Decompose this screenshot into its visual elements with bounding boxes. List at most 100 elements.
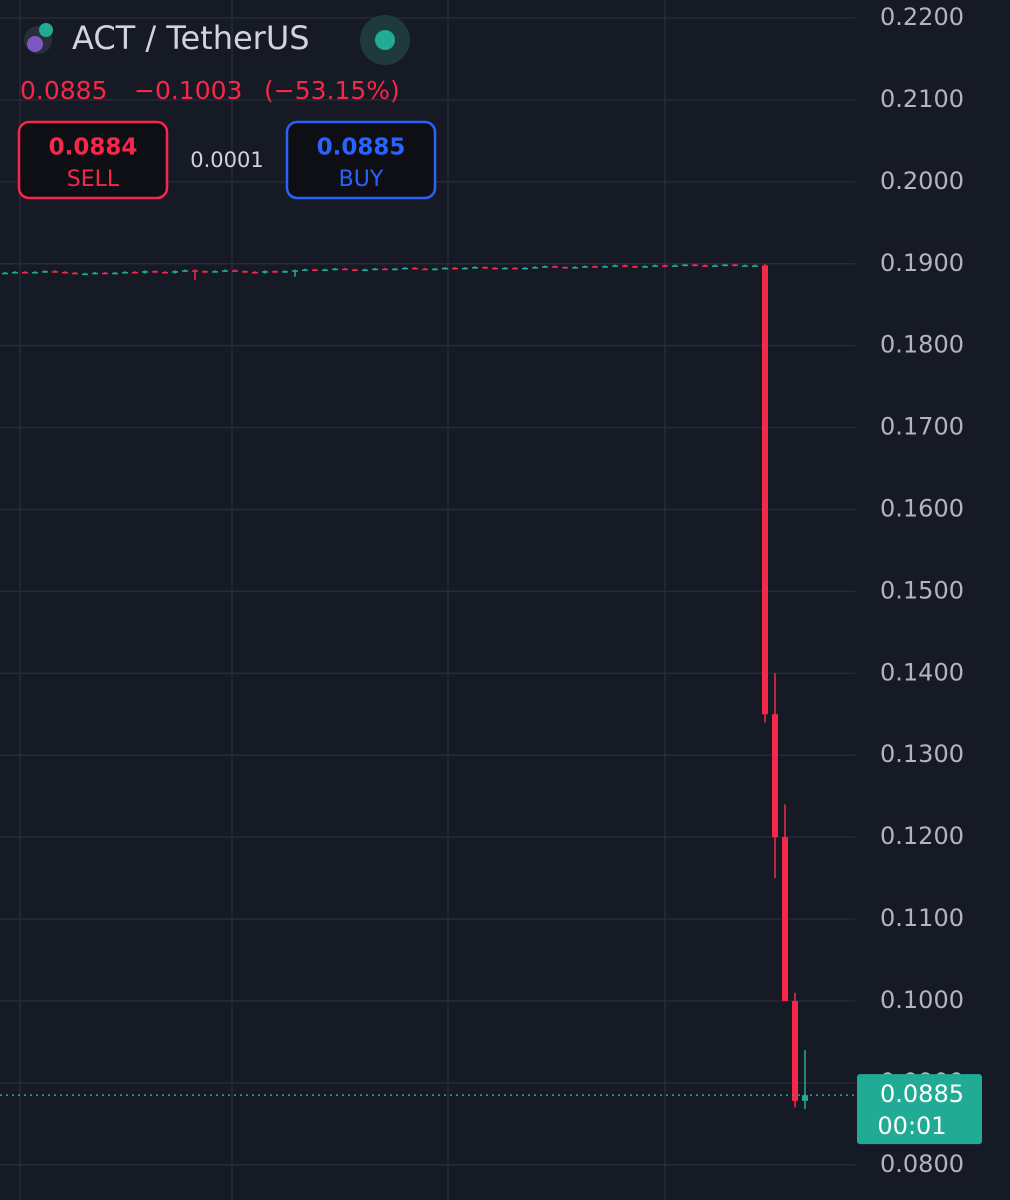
candle-body	[232, 270, 238, 272]
sell-button[interactable]	[17, 120, 169, 200]
candle-body	[2, 272, 8, 275]
last-price: 0.0885	[20, 76, 107, 105]
candle-body	[162, 271, 168, 274]
change: −0.1003	[134, 76, 242, 105]
candle-body	[402, 267, 408, 270]
candle-body	[682, 264, 688, 267]
candle-body	[82, 273, 88, 276]
y-tick-label: 0.1200	[880, 822, 964, 850]
candle-body	[612, 265, 618, 267]
status-dot	[375, 30, 395, 50]
candle-body	[32, 271, 38, 274]
candle-body	[542, 266, 548, 268]
grid	[0, 17, 855, 1166]
candle-body	[42, 271, 48, 273]
candle-body	[592, 266, 598, 268]
candle-body	[372, 268, 378, 271]
candle-body	[392, 268, 398, 271]
candle-body	[422, 268, 428, 271]
candle-body	[792, 1000, 798, 1101]
y-tick-label: 0.1000	[880, 986, 964, 1014]
candle-body	[572, 267, 578, 269]
candle-body	[452, 267, 458, 270]
countdown: 00:01	[877, 1112, 946, 1140]
candle-body	[652, 265, 658, 267]
candle-body	[142, 271, 148, 273]
candle-body	[382, 268, 388, 271]
y-tick-label: 0.2100	[880, 85, 964, 113]
candle-body	[802, 1095, 808, 1101]
candle-body	[502, 267, 508, 270]
candle-body	[262, 271, 268, 273]
y-tick-label: 0.1500	[880, 576, 964, 604]
candle-body	[282, 271, 288, 273]
y-tick-label: 0.1800	[880, 331, 964, 359]
candle-body	[362, 269, 368, 271]
candle-body	[772, 714, 778, 838]
candle-body	[752, 265, 758, 267]
candle-body	[532, 267, 538, 269]
candle-body	[742, 265, 748, 267]
candle-body	[72, 272, 78, 275]
y-axis: 0.08000.09000.10000.11000.12000.13000.14…	[880, 3, 964, 1178]
candle-body	[552, 266, 558, 268]
candle-body	[782, 837, 788, 1001]
candle-body	[152, 271, 158, 273]
candle-body	[12, 271, 18, 274]
candle-body	[52, 271, 58, 273]
candle-body	[312, 269, 318, 271]
candle-body	[702, 265, 708, 267]
exchange-badge	[39, 23, 53, 37]
candle-body	[22, 271, 28, 274]
candle-body	[202, 271, 208, 273]
spread: 0.0001	[190, 148, 263, 172]
candle-body	[692, 264, 698, 267]
candle-body	[342, 268, 348, 271]
candle-body	[642, 266, 648, 268]
last-price-label: 0.0885	[880, 1080, 964, 1108]
y-tick-label: 0.1300	[880, 740, 964, 768]
candle-body	[712, 265, 718, 267]
candle-body	[272, 271, 278, 273]
y-tick-label: 0.1700	[880, 413, 964, 441]
candle-body	[582, 266, 588, 268]
candle-body	[212, 271, 218, 273]
header: ACT / TetherUS 0.0885 −0.1003 (−53.15%) …	[17, 15, 437, 200]
candle-body	[412, 267, 418, 270]
coin-logo-inner	[27, 36, 43, 52]
sell-label: SELL	[67, 167, 120, 192]
candle-body	[522, 267, 528, 270]
y-tick-label: 0.1600	[880, 494, 964, 522]
sell-price: 0.0884	[49, 135, 138, 161]
symbol: ACT / TetherUS	[72, 19, 310, 57]
candle-body	[562, 267, 568, 269]
candle-body	[112, 272, 118, 275]
candle-body	[182, 270, 188, 272]
candle-body	[62, 271, 68, 274]
candle-body	[132, 271, 138, 274]
candle-body	[252, 271, 258, 274]
y-tick-label: 0.1400	[880, 658, 964, 686]
candle-body	[732, 264, 738, 267]
price-tag: 0.0885 00:01	[0, 1074, 982, 1145]
candle-body	[632, 266, 638, 268]
candle-body	[442, 267, 448, 270]
buy-button[interactable]	[285, 120, 437, 200]
y-tick-label: 0.1100	[880, 904, 964, 932]
candle-body	[762, 265, 768, 715]
candle-body	[122, 271, 128, 274]
candle-body	[462, 267, 468, 270]
candle-body	[602, 266, 608, 268]
candle-body	[622, 265, 628, 267]
y-tick-label: 0.1900	[880, 249, 964, 277]
buy-price: 0.0885	[317, 135, 406, 161]
y-tick-label: 0.2200	[880, 3, 964, 31]
y-tick-label: 0.2000	[880, 167, 964, 195]
candle-body	[92, 272, 98, 275]
candle-body	[662, 265, 668, 267]
candle-body	[432, 268, 438, 271]
candle-body	[352, 269, 358, 271]
candle-body	[102, 272, 108, 275]
